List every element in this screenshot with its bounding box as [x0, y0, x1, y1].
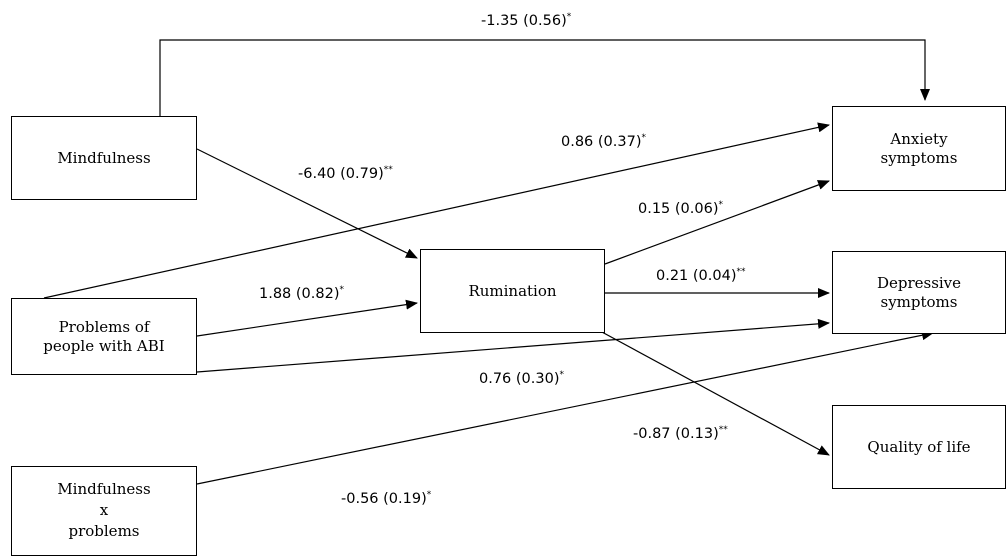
node-label-line: Rumination [468, 281, 557, 300]
path-interaction-to-depressive [196, 330, 934, 485]
node-label-line: x [99, 501, 109, 519]
node-label-line: problems [68, 522, 140, 540]
path-rumination-to-anxiety [604, 180, 830, 265]
node-depressive-symptoms: Depressive symptoms [832, 251, 1006, 334]
path-rumination-to-quality [575, 317, 830, 456]
coef-problems-to-rumination: 1.88 (0.82)* [259, 285, 344, 302]
coef-problems-to-depressive: 0.76 (0.30)* [479, 370, 564, 387]
coef-mindfulness-to-anxiety: -1.35 (0.56)* [481, 12, 572, 29]
node-label-line: Depressive [876, 273, 962, 292]
coef-interaction-to-depressive: -0.56 (0.19)* [341, 490, 432, 507]
path-mindfulness-to-rumination [196, 148, 418, 259]
node-problems-abi: Problems of people with ABI [11, 298, 197, 375]
node-rumination: Rumination [420, 249, 605, 333]
node-label-line: Quality of life [867, 437, 971, 456]
node-anxiety-symptoms: Anxiety symptoms [832, 106, 1006, 191]
node-label-line: Mindfulness [57, 148, 151, 167]
node-mindfulness: Mindfulness [11, 116, 197, 200]
coef-rumination-to-quality: -0.87 (0.13)** [633, 425, 728, 442]
node-label-line: people with ABI [43, 336, 165, 355]
node-quality-of-life: Quality of life [832, 405, 1006, 489]
coef-mindfulness-to-rumination: -6.40 (0.79)** [298, 165, 393, 182]
path-problems-to-anxiety [43, 122, 830, 299]
coef-rumination-to-depressive: 0.21 (0.04)** [656, 267, 746, 284]
path-problems-to-depressive [196, 318, 830, 373]
path-mindfulness-to-anxiety [159, 39, 930, 116]
node-label-line: symptoms [880, 148, 958, 167]
coef-rumination-to-anxiety: 0.15 (0.06)* [638, 200, 723, 217]
node-label-line: Problems of [58, 317, 150, 336]
node-label-line: Mindfulness [57, 480, 151, 498]
node-label-line: Anxiety [890, 129, 948, 148]
node-label-line: symptoms [880, 292, 958, 311]
node-mindfulness-x-problems: Mindfulness x problems [11, 466, 197, 556]
path-problems-to-rumination [196, 299, 418, 337]
coef-problems-to-anxiety: 0.86 (0.37)* [561, 133, 646, 150]
